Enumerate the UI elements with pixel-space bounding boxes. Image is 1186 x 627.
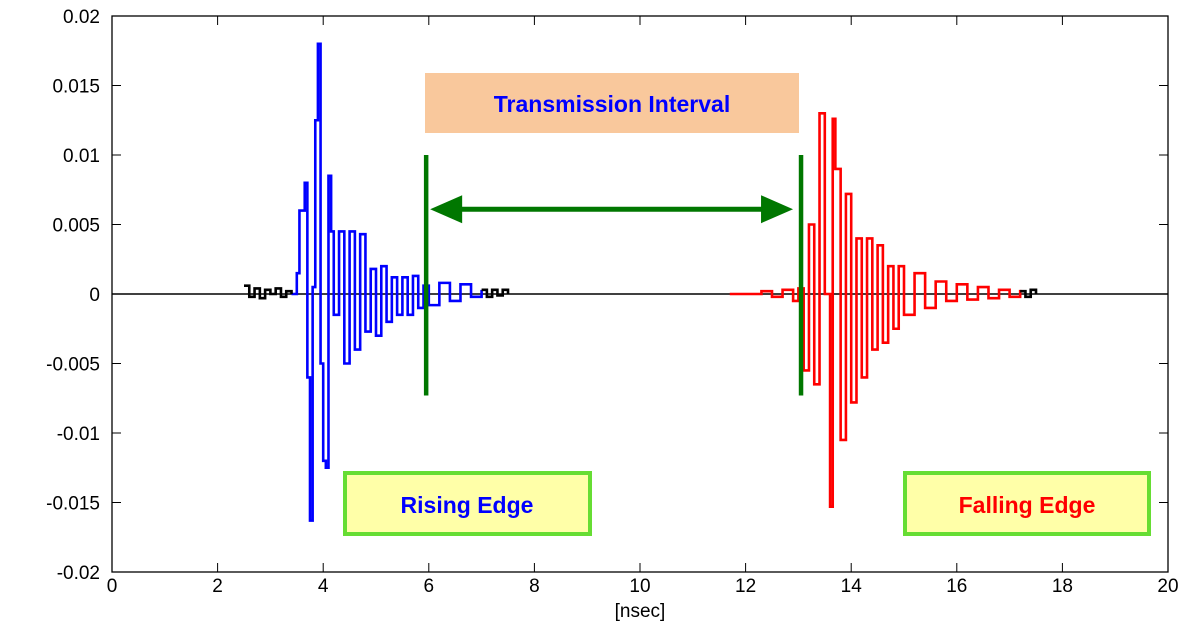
axis-ticks: 0 2 4 6 8 10 12 14 16 18 20 -0.02 -0.015 -0.01 -0.005 0… [46,7,1178,597]
interval-markers [423,155,804,396]
x-tick-label: 10 [629,576,650,597]
y-tick-label: -0.02 [57,563,100,584]
interval-arrow-head-right [761,195,794,224]
annotation-rising-edge: Rising Edge [343,471,592,536]
interval-arrow-head-left [430,195,463,224]
y-tick-label: 0 [89,285,100,306]
series-line-0 [291,42,483,522]
series-line-2 [481,288,510,299]
interval-arrow-group [430,195,794,224]
x-tick-label: 20 [1157,576,1178,597]
x-tick-label: 16 [946,576,967,597]
annotation-falling-bg [903,471,1151,536]
series-group [244,42,1038,522]
y-tick-label: -0.015 [46,494,100,515]
y-tick-label: 0.015 [52,77,100,98]
series-line-3 [729,112,1022,508]
y-tick-label: 0.005 [52,216,100,237]
y-tick-label: -0.005 [46,355,100,376]
x-tick-label: 6 [424,576,435,597]
annotation-falling-text: Falling Edge [959,492,1096,518]
x-tick-label: 14 [841,576,863,597]
annotation-transmission-interval: Transmission Interval [425,73,799,133]
annotation-rising-bg [343,471,592,536]
series-line-4 [1020,288,1038,299]
x-tick-label: 0 [107,576,118,597]
y-tick-label: 0.02 [63,7,100,28]
x-tick-label: 18 [1052,576,1073,597]
x-axis-label: [nsec] [615,601,666,622]
series-line-1 [244,284,293,300]
x-tick-label: 12 [735,576,756,597]
y-tick-label: 0.01 [63,146,100,167]
x-tick-label: 4 [318,576,329,597]
annotation-falling-edge: Falling Edge [903,471,1151,536]
annotation-transmission-bg [425,73,799,133]
annotation-transmission-text: Transmission Interval [494,91,730,117]
y-tick-label: -0.01 [57,424,100,445]
x-tick-label: 8 [529,576,540,597]
annotation-rising-text: Rising Edge [401,492,534,518]
x-tick-label: 2 [212,576,223,597]
